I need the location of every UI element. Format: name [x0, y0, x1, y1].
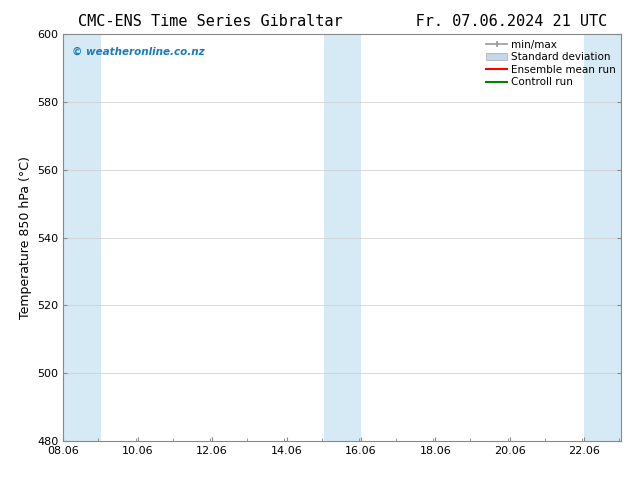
Legend: min/max, Standard deviation, Ensemble mean run, Controll run: min/max, Standard deviation, Ensemble me…: [484, 37, 618, 89]
Bar: [63, 34, 101, 441]
Bar: [584, 34, 621, 441]
Y-axis label: Temperature 850 hPa (°C): Temperature 850 hPa (°C): [19, 156, 32, 319]
Bar: [324, 34, 361, 441]
Text: © weatheronline.co.nz: © weatheronline.co.nz: [72, 47, 204, 56]
Title: CMC-ENS Time Series Gibraltar        Fr. 07.06.2024 21 UTC: CMC-ENS Time Series Gibraltar Fr. 07.06.…: [78, 14, 607, 29]
